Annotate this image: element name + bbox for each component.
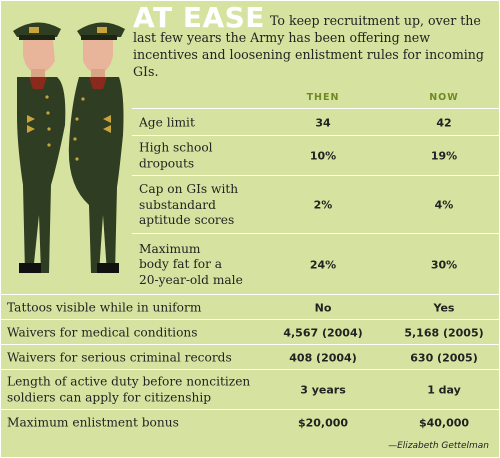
- row-label: Waivers for medical conditions: [7, 324, 198, 339]
- intro-text: To keep recruitment up, over the last fe…: [133, 13, 484, 79]
- then-value: 4,567 (2004): [283, 325, 363, 339]
- table-row: Waivers for medical conditions 4,567 (200…: [1, 319, 499, 345]
- then-value: $20,000: [297, 415, 349, 429]
- row-label: Age limit: [139, 114, 195, 129]
- table-row: Maximum body fat for a 20-year-old male 2…: [132, 233, 499, 295]
- then-value: No: [314, 300, 332, 314]
- row-label: Cap on GIs with substandard aptitude sco…: [139, 181, 239, 227]
- then-value: 3 years: [300, 383, 346, 397]
- then-value: 34: [315, 115, 331, 129]
- soldiers-illustration: [13, 22, 125, 273]
- table-row: Age limit 34 42: [132, 108, 499, 136]
- table-row: Cap on GIs with substandard aptitude sco…: [132, 175, 499, 234]
- table-row: Waivers for serious criminal records 408 …: [1, 344, 499, 370]
- right-soldier-figure: [68, 22, 125, 273]
- table-row: High school dropouts 10% 19%: [132, 135, 499, 176]
- now-value: 5,168 (2005): [404, 325, 484, 339]
- row-label: Maximum body fat for a 20-year-old male: [139, 241, 243, 287]
- table-row: Tattoos visible while in uniform No Yes: [1, 294, 499, 320]
- table-row: Maximum enlistment bonus $20,000 $40,000: [1, 409, 499, 435]
- row-label: Tattoos visible while in uniform: [7, 299, 202, 314]
- now-value: $40,000: [418, 415, 470, 429]
- then-value: 2%: [313, 198, 333, 212]
- now-value: 630 (2005): [410, 350, 478, 364]
- byline: —Elizabeth Gettelman: [388, 441, 489, 451]
- column-header-now: NOW: [429, 92, 459, 103]
- now-value: 42: [436, 115, 452, 129]
- then-value: 408 (2004): [289, 350, 357, 364]
- page-title: AT EASE: [133, 1, 265, 34]
- left-soldier-figure: [13, 22, 66, 273]
- row-label: Length of active duty before noncitizen …: [7, 374, 251, 405]
- then-value: 24%: [309, 257, 337, 271]
- row-label: Maximum enlistment bonus: [7, 414, 179, 429]
- now-value: 4%: [434, 198, 454, 212]
- table-row: Length of active duty before noncitizen …: [1, 369, 499, 410]
- row-label: High school dropouts: [139, 140, 213, 171]
- header: AT EASE To keep recruitment up, over the …: [133, 4, 493, 80]
- now-value: 19%: [430, 149, 458, 163]
- now-value: Yes: [433, 300, 455, 314]
- then-value: 10%: [309, 149, 337, 163]
- row-label: Waivers for serious criminal records: [7, 349, 232, 364]
- now-value: 1 day: [427, 383, 461, 397]
- now-value: 30%: [430, 257, 458, 271]
- column-header-then: THEN: [306, 92, 340, 103]
